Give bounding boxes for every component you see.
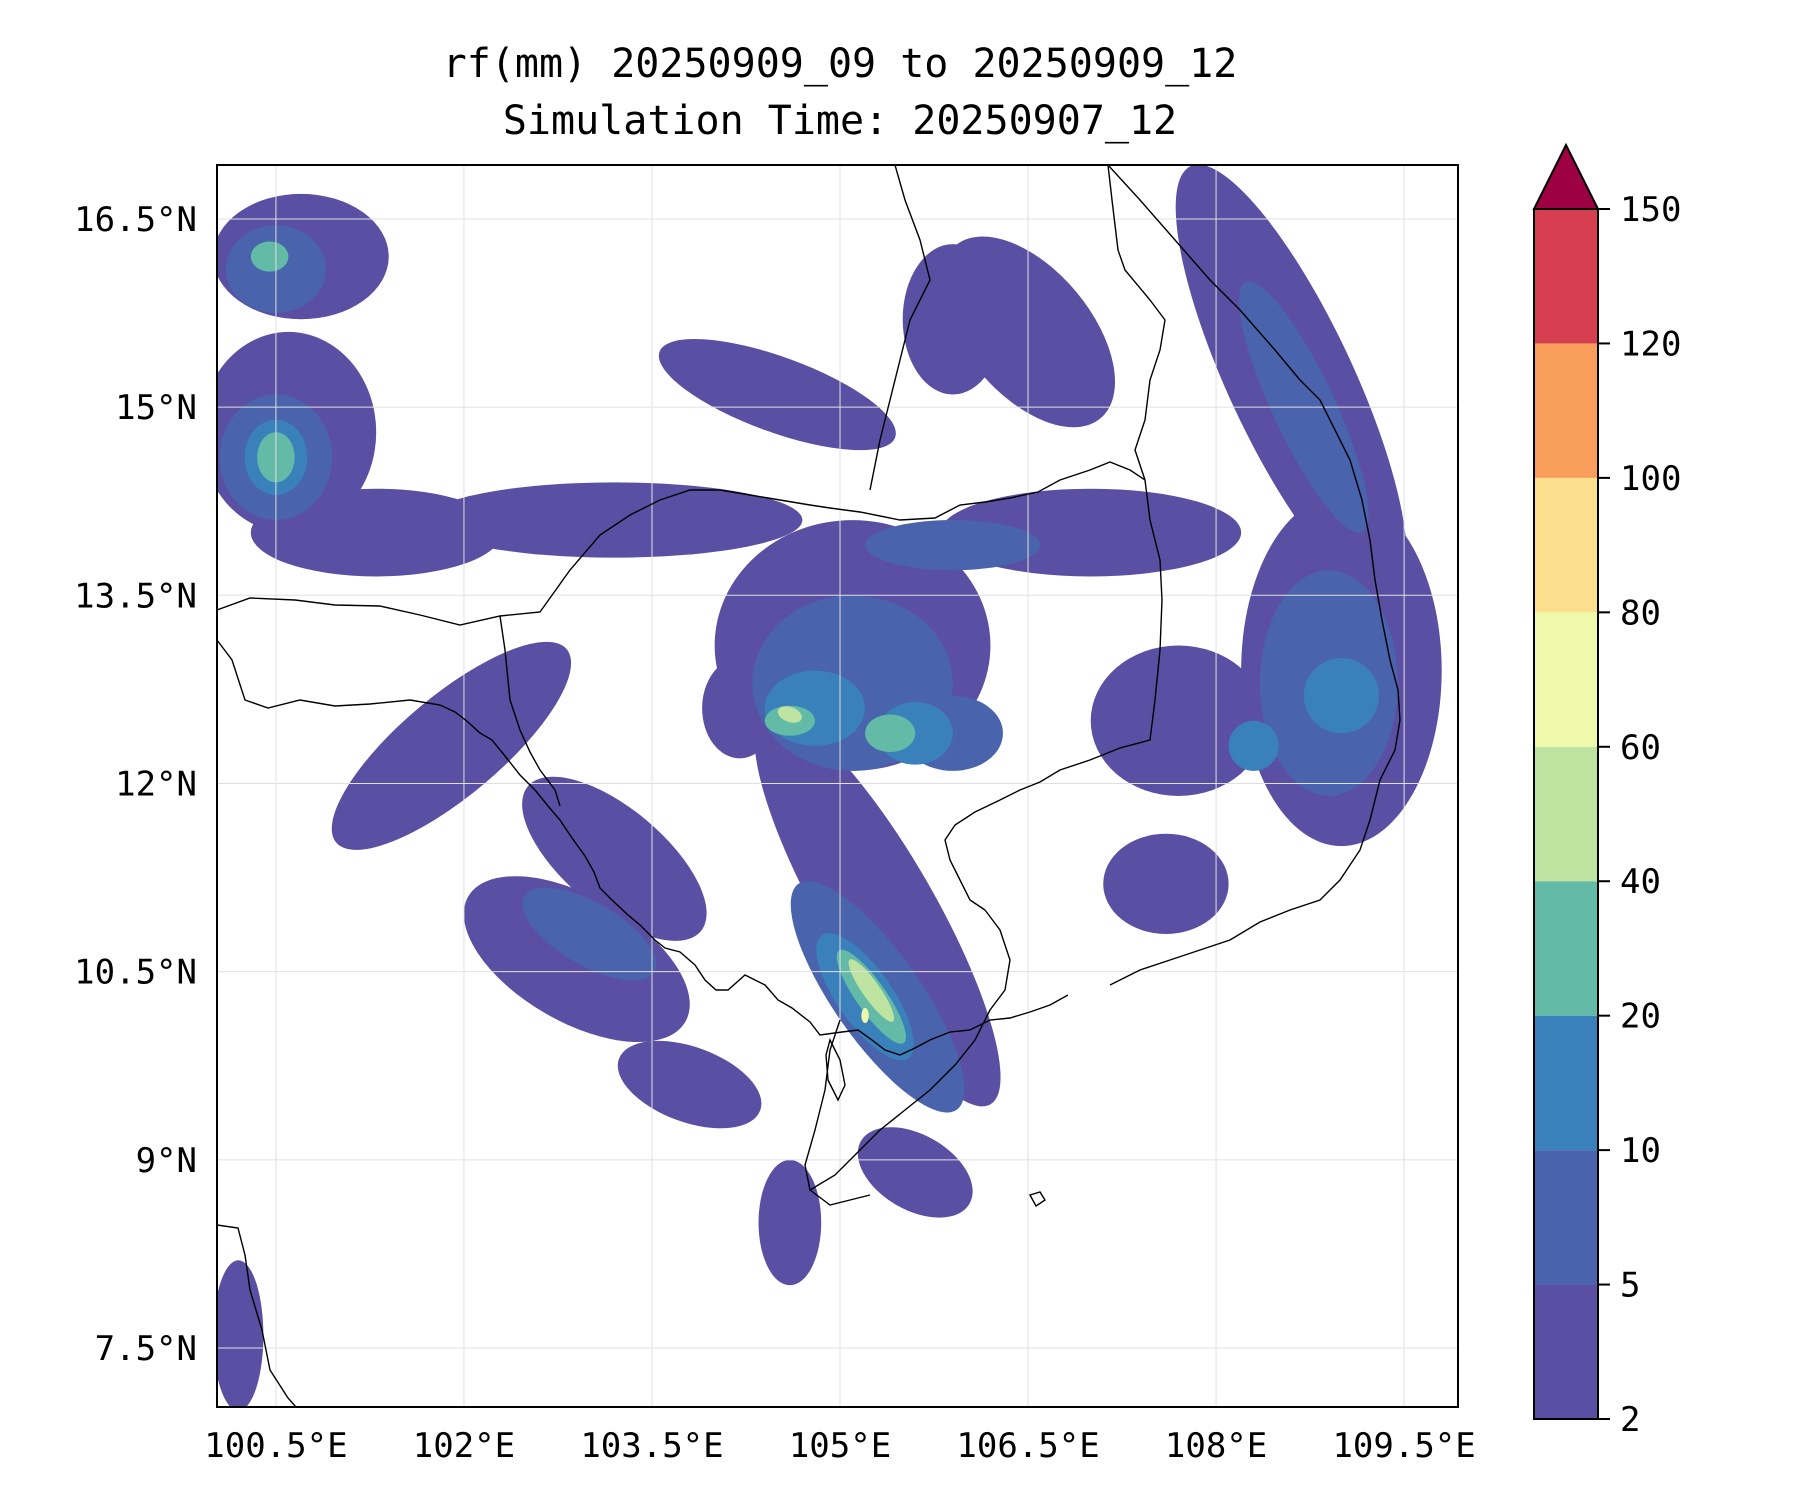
longitude-ticks: 100.5°E 102°E 103.5°E 105°E 106.5°E 108°E 109.…	[204, 1426, 1475, 1466]
colorbar-band	[1534, 343, 1598, 478]
rain-patch	[617, 1040, 762, 1129]
rain-patch	[857, 1127, 973, 1218]
rain-patch	[1303, 658, 1380, 734]
colorbar-tick-label: 60	[1620, 728, 1661, 768]
coastline-vietnam-east	[1107, 165, 1401, 986]
latitude-ticks: 16.5°N 15°N 13.5°N 12°N 10.5°N 9°N 7.5°N	[74, 200, 197, 1369]
colorbar-band	[1534, 881, 1598, 1016]
lon-tick-label: 100.5°E	[204, 1426, 347, 1466]
colorbar-frame	[1533, 208, 1599, 1420]
colorbar-tick-label: 100	[1620, 459, 1681, 499]
lon-tick-label: 105°E	[789, 1426, 891, 1466]
colorbar-band	[1534, 477, 1598, 613]
colorbar-tick-label: 120	[1620, 324, 1681, 364]
rain-band-40mm	[777, 706, 895, 1022]
rain-patch	[426, 482, 803, 558]
border-thai-cambodia	[217, 461, 1146, 626]
colorbar-ticks: 2 5 10 20 40 60 80 100 120 150	[1598, 190, 1681, 1440]
rain-patch	[865, 520, 1041, 571]
colorbar-tick-label: 5	[1620, 1266, 1640, 1306]
gridlines	[217, 165, 1458, 1407]
lat-tick-label: 10.5°N	[74, 953, 197, 993]
coastline-thai-east	[217, 639, 1069, 1056]
rain-patch	[777, 706, 802, 723]
island-phu-quoc	[825, 1038, 846, 1102]
colorbar-tick-label: 150	[1620, 190, 1681, 230]
rain-patch	[848, 959, 895, 1022]
colorbar-band	[1534, 1015, 1598, 1151]
coastline-camau	[809, 1189, 871, 1206]
lon-tick-label: 103.5°E	[580, 1426, 723, 1466]
rain-patch	[902, 244, 1003, 395]
border-cambodia-west	[499, 615, 561, 807]
border-cambodia-vietnam	[944, 479, 1163, 911]
lat-tick-label: 12°N	[115, 764, 197, 804]
lat-tick-label: 13.5°N	[74, 576, 197, 616]
lon-tick-label: 109.5°E	[1332, 1426, 1475, 1466]
rain-patch	[1090, 645, 1267, 796]
rain-patch	[658, 339, 896, 451]
colorbar-tick-label: 2	[1620, 1400, 1640, 1440]
border-laos-cambodia	[869, 165, 931, 491]
colorbar-extend-arrow	[1532, 142, 1600, 210]
title-line-2: Simulation Time: 20250907_12	[503, 98, 1177, 144]
coastlines-and-borders	[217, 165, 1401, 1407]
rain-patch	[861, 1008, 869, 1024]
colorbar-tick-label: 20	[1620, 997, 1661, 1037]
lat-tick-label: 9°N	[136, 1141, 197, 1181]
map-area: 100.5°E 102°E 103.5°E 105°E 106.5°E 108°E 109.…	[74, 164, 1476, 1466]
title-line-1: rf(mm) 20250909_09 to 20250909_12	[443, 41, 1238, 87]
colorbar-bands	[1534, 209, 1598, 1419]
rain-patch	[522, 887, 657, 981]
rain-patch	[1103, 833, 1229, 934]
lat-tick-label: 15°N	[115, 388, 197, 428]
lat-tick-label: 7.5°N	[95, 1329, 197, 1369]
lon-tick-label: 102°E	[413, 1426, 515, 1466]
rain-patch	[331, 641, 572, 850]
colorbar-tick-label: 10	[1620, 1131, 1661, 1171]
island-con-dao	[1028, 1191, 1046, 1208]
colorbar-band	[1534, 612, 1598, 747]
coastline-mekong-delta	[804, 909, 1011, 1192]
rain-patch	[217, 1260, 264, 1407]
border-laos-vietnam	[1107, 165, 1166, 481]
lat-tick-label: 16.5°N	[74, 200, 197, 240]
colorbar-band	[1534, 1284, 1598, 1419]
lon-tick-label: 106.5°E	[956, 1426, 1099, 1466]
colorbar-band	[1534, 746, 1598, 882]
colorbar-band	[1534, 209, 1598, 344]
rain-patch	[250, 241, 289, 272]
rain-patch	[865, 714, 916, 753]
rain-patch	[754, 711, 1001, 1107]
map-frame	[216, 164, 1459, 1408]
colorbar-band	[1534, 1150, 1598, 1285]
colorbar: 2 5 10 20 40 60 80 100 120 150	[1532, 142, 1681, 1440]
lon-tick-label: 108°E	[1165, 1426, 1267, 1466]
colorbar-tick-label: 80	[1620, 593, 1661, 633]
rainfall-contours	[217, 165, 1442, 1407]
rain-patch	[1228, 720, 1279, 771]
rain-patch	[758, 1159, 822, 1286]
rain-band-60mm	[861, 1008, 869, 1024]
colorbar-tick-label: 40	[1620, 862, 1661, 902]
rain-patch	[522, 776, 707, 941]
coastline-gulf-west	[217, 1224, 297, 1407]
